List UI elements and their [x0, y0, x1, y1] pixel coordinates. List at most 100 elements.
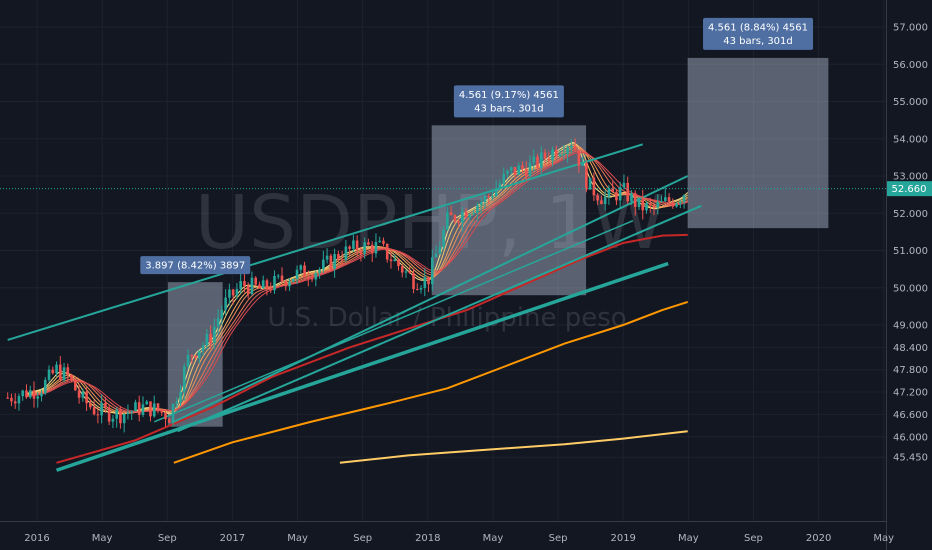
candle-body [295, 269, 299, 279]
candle-body [183, 366, 186, 392]
candle-body [17, 396, 21, 404]
price-tick-label: 46.600 [893, 410, 928, 421]
candle-body [476, 205, 479, 213]
candle-body [393, 259, 397, 262]
candle-body [201, 345, 205, 351]
candle-body [648, 203, 652, 206]
candle-body [250, 277, 254, 295]
candle-body [524, 168, 528, 177]
candle-body [254, 277, 257, 285]
price-tick-label: 52.000 [893, 209, 928, 220]
candle-body [370, 244, 374, 254]
candle-body [310, 278, 314, 280]
candle-body [21, 390, 25, 397]
candle-body [36, 396, 40, 399]
candle-body [318, 269, 321, 273]
candle-body [276, 275, 280, 277]
candle-body [122, 413, 126, 424]
price-tick-label: 48.400 [893, 343, 928, 354]
candle-body [265, 280, 269, 290]
candle-body [160, 410, 164, 413]
candle-body [671, 201, 675, 207]
candle-body [186, 355, 190, 367]
candle-body [107, 407, 111, 422]
time-tick-label: Sep [744, 533, 763, 544]
candle-body [216, 318, 220, 327]
candle-body [231, 289, 235, 296]
candle-body [468, 214, 472, 218]
candle-body [528, 162, 532, 177]
candle-body [77, 390, 81, 398]
candle-body [239, 281, 242, 290]
candle-body [111, 418, 115, 422]
price-tick-label: 56.000 [893, 60, 928, 71]
time-axis[interactable] [0, 521, 886, 550]
candle-body [615, 191, 618, 201]
candle-body [472, 212, 475, 215]
price-axis-labels: 57.000 56.000 55.000 54.000 53.000 52.000 51.0… [893, 23, 928, 464]
candle-body [299, 265, 303, 270]
candle-body [348, 246, 351, 249]
candle-body [10, 397, 13, 402]
candle-body [498, 183, 502, 189]
candle-body [382, 240, 385, 244]
candle-body [667, 197, 671, 202]
candle-body [47, 369, 51, 380]
candle-body [25, 390, 28, 398]
candle-body [378, 240, 382, 243]
candle-body [607, 187, 611, 197]
candle-body [645, 203, 648, 211]
candle-body [400, 266, 404, 273]
candle-body [385, 243, 389, 260]
candle-body [137, 402, 141, 415]
candle-body [119, 409, 122, 424]
price-range-box [431, 125, 587, 296]
candle-body [618, 187, 622, 201]
trend-channels[interactable] [7, 143, 702, 472]
candle-body [66, 367, 70, 375]
candle-body [652, 205, 656, 208]
candle-body [352, 240, 355, 249]
candle-body [32, 390, 36, 399]
ma-yellow-line [339, 430, 688, 464]
candle-body [28, 390, 32, 398]
candle-body [130, 411, 133, 413]
candle-body [453, 215, 457, 222]
candle-body [81, 391, 85, 398]
price-range-label-bg [703, 17, 814, 50]
candles [6, 138, 686, 433]
time-tick-label: 2016 [24, 533, 49, 544]
candle-body [333, 254, 336, 269]
candle-body [641, 197, 645, 211]
candle-body [566, 147, 569, 154]
candle-body [359, 250, 363, 254]
price-tick-label: 47.800 [893, 365, 928, 376]
candle-body [243, 281, 246, 286]
candle-body [449, 212, 453, 216]
candle-body [656, 201, 660, 208]
candle-body [434, 253, 438, 258]
candle-body [415, 289, 419, 291]
candle-body [539, 152, 543, 169]
price-tick-label: 49.000 [893, 321, 928, 332]
price-axis[interactable] [886, 0, 932, 550]
candle-body [397, 259, 400, 267]
candle-body [588, 177, 592, 190]
price-tick-label: 45.450 [893, 453, 928, 464]
last-price-tag-bg [887, 181, 932, 197]
candle-body [209, 333, 212, 343]
candle-body [355, 240, 359, 251]
candle-body [596, 195, 599, 201]
candle-body [551, 149, 554, 161]
price-range-label-line1: 4.561 (8.84%) 4561 [708, 22, 808, 33]
candle-body [100, 402, 103, 416]
candle-body [171, 404, 175, 423]
candle-body [363, 242, 366, 254]
candle-body [570, 145, 573, 148]
candle-body [483, 196, 487, 203]
candle-body [89, 403, 92, 408]
candle-body [13, 401, 17, 404]
candle-body [532, 156, 536, 163]
trend-channel-line [173, 175, 689, 423]
